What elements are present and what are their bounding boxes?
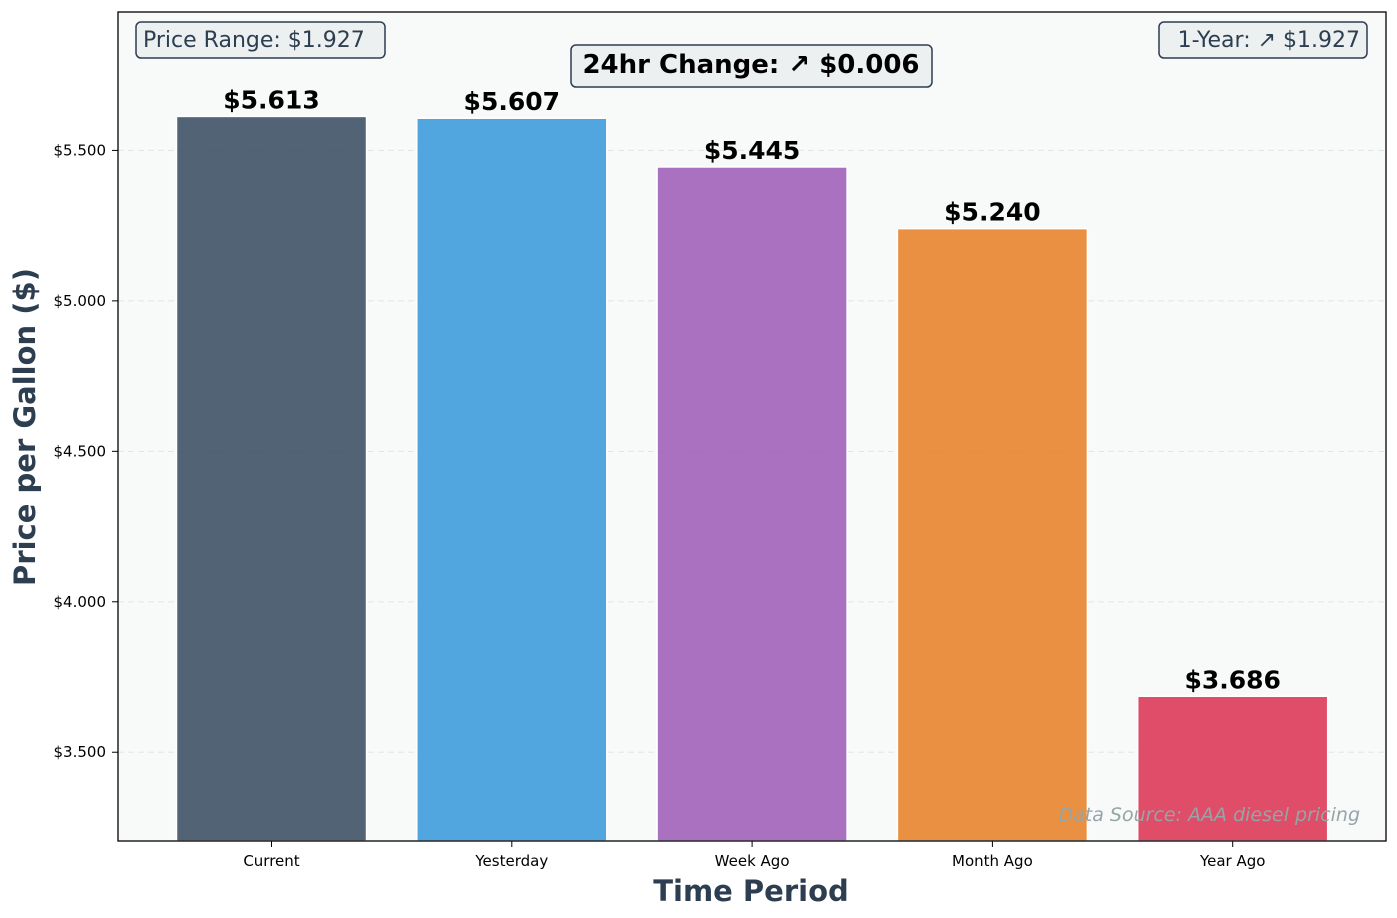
bar <box>416 117 608 842</box>
bars <box>175 115 1329 842</box>
bar <box>656 166 848 842</box>
bar-value-label: $5.607 <box>464 87 560 116</box>
bar-value-label: $5.613 <box>223 85 319 114</box>
one-year-text: 1-Year: ↗ $1.927 <box>1178 28 1360 53</box>
y-tick-label: $4.500 <box>54 442 107 460</box>
bar <box>175 115 368 842</box>
change-24hr-box: 24hr Change: ↗ $0.006 <box>570 44 933 88</box>
y-axis-ticks: $3.500 $4.000 $4.500 $5.000 $5.500 <box>54 141 118 761</box>
x-axis-ticks: Current Yesterday Week Ago Month Ago Year Ag… <box>243 841 1265 870</box>
y-tick-label: $5.500 <box>54 141 107 159</box>
bar-value-label: $5.445 <box>704 136 800 165</box>
y-tick-label: $4.000 <box>54 593 107 611</box>
bar-value-label: $5.240 <box>944 198 1040 227</box>
bar-value-label: $3.686 <box>1184 665 1280 694</box>
bar <box>896 227 1089 842</box>
value-labels: $5.613 $5.607 $5.445 $5.240 $3.686 <box>223 85 1281 694</box>
price-range-box: Price Range: $1.927 <box>135 21 386 59</box>
x-tick-label: Week Ago <box>715 852 790 870</box>
y-axis-title: Price per Gallon ($) <box>8 268 42 586</box>
x-tick-label: Current <box>243 852 299 870</box>
one-year-box: 1-Year: ↗ $1.927 <box>1158 21 1368 59</box>
x-tick-label: Yesterday <box>474 852 548 870</box>
x-tick-label: Year Ago <box>1199 852 1266 870</box>
data-source-note: Data Source: AAA diesel pricing <box>1059 804 1360 826</box>
x-axis-title: Time Period <box>653 874 849 908</box>
x-tick-label: Month Ago <box>952 852 1033 870</box>
y-tick-label: $5.000 <box>54 292 107 310</box>
price-range-text: Price Range: $1.927 <box>143 28 365 53</box>
y-tick-label: $3.500 <box>54 743 107 761</box>
change-24hr-text: 24hr Change: ↗ $0.006 <box>582 50 919 80</box>
bar <box>1136 695 1329 842</box>
